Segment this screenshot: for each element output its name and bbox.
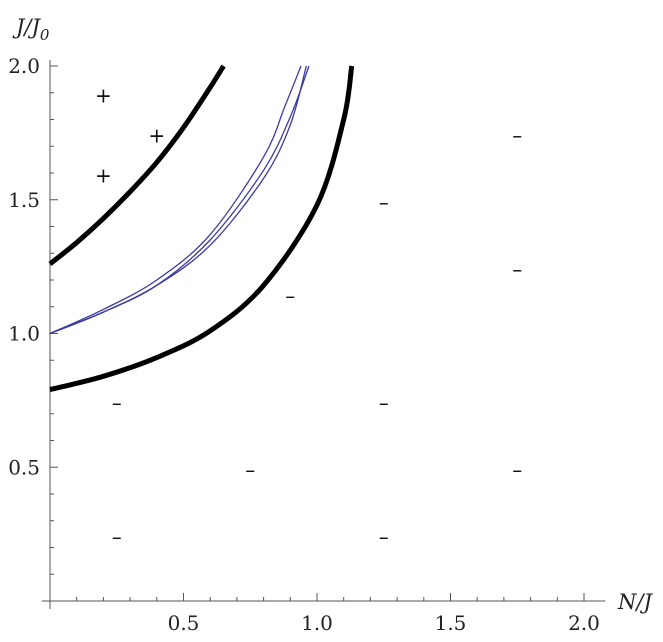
boundary-curve-thick bbox=[48, 64, 226, 266]
axes: 0.5 1.0 1.5 2.0 0.5 1.0 1.5 2.0 bbox=[8, 54, 606, 635]
minus-marker: – bbox=[379, 525, 389, 549]
y-tick-label: 0.5 bbox=[8, 455, 40, 479]
minus-marker: – bbox=[379, 190, 389, 214]
x-axis-label: N/J bbox=[617, 590, 653, 614]
x-tick-label: 2.0 bbox=[568, 611, 600, 635]
x-tick-label: 1.5 bbox=[435, 611, 467, 635]
y-tick-label: 1.5 bbox=[8, 188, 40, 212]
minus-marker: – bbox=[285, 284, 295, 308]
minus-marker: – bbox=[379, 391, 389, 415]
minus-marker: – bbox=[112, 391, 122, 415]
y-tick-label: 2.0 bbox=[8, 54, 40, 78]
minus-marker: – bbox=[112, 525, 122, 549]
x-tick-label: 1.0 bbox=[301, 611, 333, 635]
y-axis-label-subscript: 0 bbox=[40, 26, 50, 44]
minus-marker: – bbox=[512, 124, 522, 148]
region-markers: + + + – – – – – – – – – – bbox=[95, 83, 522, 548]
y-tick-label: 1.0 bbox=[8, 322, 40, 346]
minus-marker: – bbox=[512, 257, 522, 281]
plus-marker: + bbox=[95, 164, 112, 188]
axis-labels: J/J0 N/J bbox=[12, 15, 653, 614]
boundary-curve-thin bbox=[49, 65, 302, 335]
plus-marker: + bbox=[95, 83, 112, 107]
y-axis-label: J/J0 bbox=[12, 15, 50, 44]
boundary-curve-thick bbox=[49, 65, 355, 393]
x-tick-label: 0.5 bbox=[168, 611, 200, 635]
curves bbox=[48, 64, 355, 393]
boundary-curve-thin bbox=[49, 65, 310, 335]
plus-marker: + bbox=[148, 124, 165, 148]
boundary-curve-thin bbox=[49, 65, 307, 335]
minus-marker: – bbox=[512, 458, 522, 482]
minus-marker: – bbox=[245, 458, 255, 482]
